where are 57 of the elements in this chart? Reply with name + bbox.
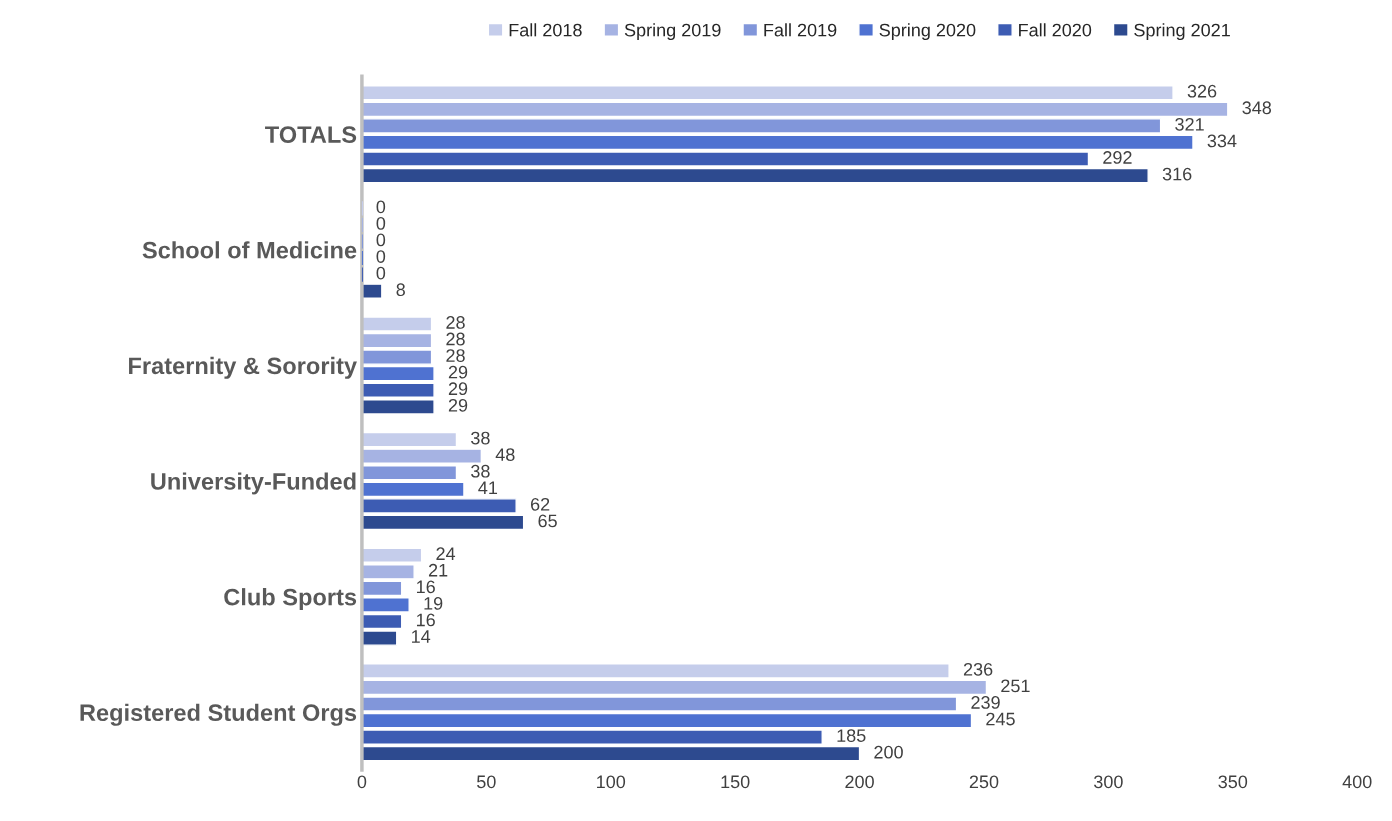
data-label: 28: [446, 316, 465, 329]
data-label: 29: [448, 382, 468, 396]
data-label: 0: [376, 216, 386, 230]
data-label: 48: [495, 448, 515, 462]
data-label: 185: [837, 729, 866, 742]
data-label: 21: [428, 563, 448, 577]
y-tick-label: University-Funded: [151, 472, 356, 495]
data-label: 245: [986, 712, 1015, 726]
data-label: 251: [1001, 679, 1030, 693]
data-label: 62: [530, 497, 550, 511]
data-label: 292: [1103, 151, 1132, 164]
data-label: 321: [1175, 117, 1204, 131]
data-label: 334: [1207, 134, 1237, 148]
legend-label: Spring 2021: [1134, 23, 1230, 41]
x-tick-label: 200: [845, 775, 874, 789]
data-label: 14: [412, 630, 431, 643]
data-label: 16: [417, 613, 435, 627]
data-label: 200: [874, 745, 903, 759]
data-label: 41: [478, 481, 498, 494]
legend-label: Spring 2019: [624, 23, 721, 41]
x-tick-label: 400: [1342, 775, 1372, 789]
data-label: 38: [471, 431, 490, 445]
x-tick-label: 350: [1218, 775, 1248, 789]
y-tick-label: Fraternity & Sorority: [129, 356, 357, 379]
data-label: 0: [376, 200, 386, 214]
data-label: 0: [376, 266, 386, 280]
data-label: 348: [1242, 101, 1272, 115]
x-tick-label: 0: [357, 775, 367, 789]
x-tick-label: 100: [597, 775, 626, 789]
data-label: 19: [424, 597, 443, 610]
x-tick-label: 300: [1094, 775, 1123, 789]
y-tick-label: TOTALS: [265, 126, 357, 143]
data-label: 29: [448, 398, 468, 412]
data-label: 0: [376, 250, 386, 263]
x-tick-label: 150: [721, 775, 750, 789]
data-label: 0: [376, 233, 386, 247]
y-tick-label: Registered Student Orgs: [80, 703, 357, 726]
x-tick-label: 50: [477, 775, 496, 789]
data-label: 239: [971, 696, 1000, 709]
y-tick-label: Club Sports: [224, 588, 357, 611]
data-label: 24: [436, 547, 456, 560]
data-label: 28: [446, 349, 465, 362]
y-tick-label: School of Medicine: [142, 241, 357, 259]
data-label: 16: [417, 580, 435, 594]
legend-label: Spring 2020: [879, 23, 976, 41]
data-label: 29: [448, 365, 468, 379]
data-label: 28: [446, 332, 465, 346]
data-label: 38: [471, 464, 490, 478]
x-tick-label: 250: [969, 775, 999, 789]
data-label: 316: [1162, 167, 1192, 181]
data-label: 8: [396, 283, 405, 297]
data-label: 65: [538, 514, 557, 528]
data-label: 236: [963, 662, 993, 676]
legend-label: Fall 2019: [764, 23, 837, 37]
data-label: 326: [1187, 84, 1217, 98]
legend-label: Fall 2020: [1019, 23, 1092, 37]
legend-label: Fall 2018: [509, 23, 582, 37]
